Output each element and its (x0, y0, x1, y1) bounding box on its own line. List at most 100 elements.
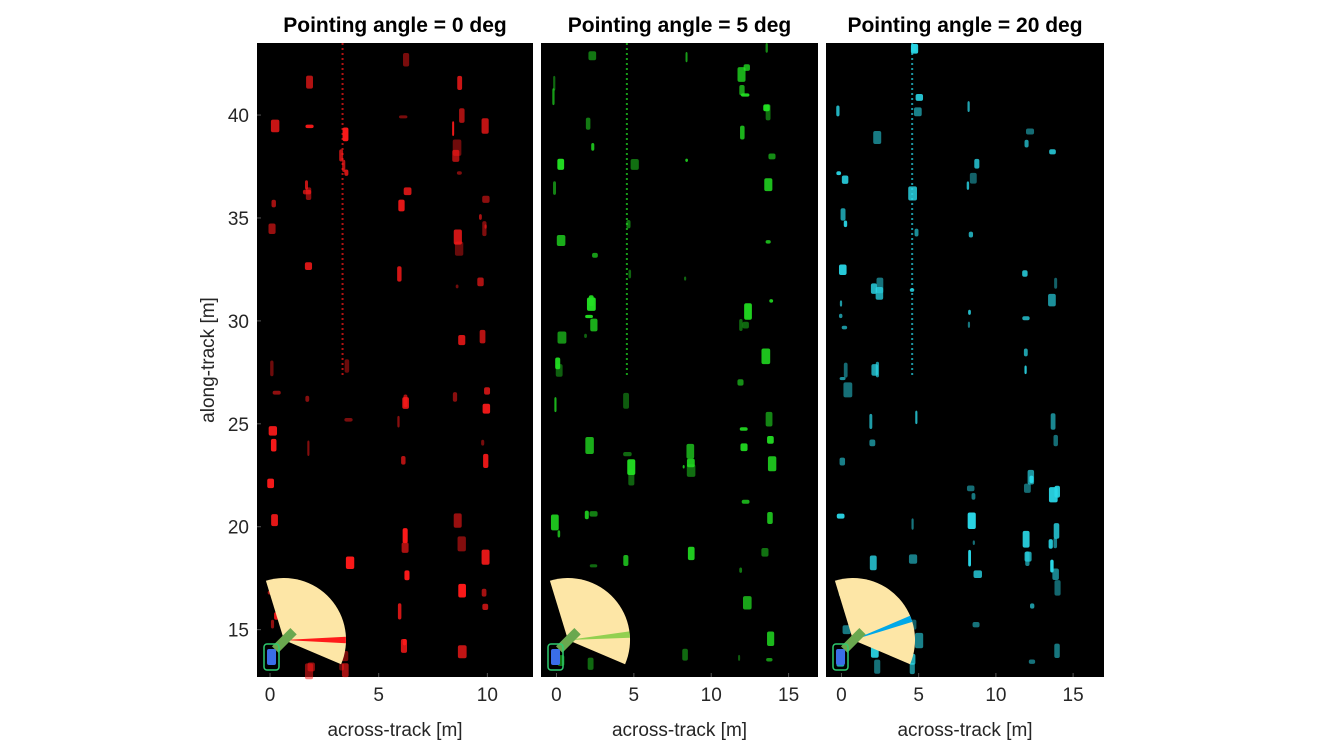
return-blob (972, 540, 975, 545)
return-blob (484, 224, 487, 229)
panel: Pointing angle = 5 deg across-track [m] 0 5… (541, 14, 818, 741)
return-blob (738, 654, 741, 661)
return-blob (452, 121, 455, 136)
return-blob (1022, 316, 1030, 321)
return-blob (398, 199, 405, 212)
return-blob (456, 171, 462, 175)
return-blob (686, 458, 695, 468)
return-blob (270, 119, 280, 133)
return-blob (397, 415, 400, 428)
return-blob (628, 269, 632, 279)
return-blob (1028, 659, 1036, 664)
return-blob (972, 622, 980, 628)
y-tick-label: 30 (228, 312, 249, 333)
x-tick-label: 5 (629, 685, 640, 706)
return-blob (1050, 413, 1056, 430)
y-tick-label: 25 (228, 415, 249, 436)
return-blob (302, 189, 312, 195)
return-blob (1052, 568, 1059, 581)
return-blob (971, 493, 976, 500)
return-blob (765, 240, 771, 244)
return-blob (400, 638, 408, 653)
return-blob (267, 478, 275, 489)
return-blob (1029, 475, 1034, 484)
x-tick-label: 10 (985, 685, 1006, 706)
image-background (541, 43, 818, 677)
return-blob (744, 303, 752, 320)
return-blob (550, 514, 559, 531)
return-blob (482, 603, 489, 611)
return-blob (623, 554, 629, 566)
return-blob (911, 518, 914, 530)
return-blob (271, 514, 278, 527)
return-blob (481, 549, 490, 565)
car-box (263, 643, 280, 671)
return-blob (869, 439, 876, 447)
return-blob (553, 75, 556, 91)
return-blob (627, 459, 636, 476)
return-blob (974, 158, 980, 169)
return-blob (270, 619, 275, 629)
return-blob (686, 443, 695, 459)
return-blob (1054, 643, 1060, 659)
return-blob (552, 88, 555, 106)
return-blob (687, 546, 695, 561)
car (836, 649, 845, 665)
return-blob (1025, 551, 1030, 566)
return-blob (686, 464, 696, 477)
x-tick-label: 15 (778, 685, 799, 706)
return-blob (765, 411, 773, 427)
return-blob (1022, 530, 1030, 548)
x-tick-label: 0 (265, 685, 276, 706)
return-blob (403, 394, 408, 408)
return-blob (557, 158, 565, 170)
return-blob (584, 510, 589, 520)
return-blob (836, 513, 845, 519)
return-blob (842, 625, 851, 635)
return-blob (588, 51, 597, 61)
x-tick-label: 10 (701, 685, 722, 706)
x-tick-label: 0 (836, 685, 847, 706)
return-blob (766, 658, 773, 662)
return-blob (457, 645, 467, 659)
car (267, 649, 276, 665)
return-blob (914, 228, 919, 237)
return-blob (339, 663, 345, 671)
return-blob (875, 286, 884, 300)
return-blob (401, 542, 409, 553)
panels: Pointing angle = 0 deg across-track [m] al… (198, 14, 1104, 741)
return-blob (591, 142, 595, 151)
return-blob (765, 43, 768, 53)
return-blob (740, 125, 745, 140)
return-blob (305, 124, 314, 129)
return-blob (585, 117, 591, 130)
return-blob (839, 300, 843, 307)
return-blob (741, 499, 750, 504)
x-tick-label: 0 (551, 685, 562, 706)
return-blob (590, 318, 598, 332)
return-blob (685, 158, 688, 162)
antenna (840, 627, 866, 653)
return-blob (838, 264, 847, 276)
inset (263, 577, 347, 671)
return-blob (765, 104, 771, 121)
return-blob (682, 464, 685, 469)
return-blob (305, 395, 310, 402)
return-blob (586, 297, 596, 311)
return-blob (1054, 580, 1061, 596)
return-blob (556, 235, 566, 247)
return-blob (1048, 487, 1058, 503)
return-blob (767, 631, 775, 646)
return-blob (557, 530, 561, 538)
return-blob (1026, 128, 1035, 135)
beam (853, 615, 913, 640)
return-blob (764, 178, 773, 192)
return-blob (587, 657, 594, 670)
return-blob (1048, 293, 1056, 307)
return-blob (306, 75, 313, 89)
return-blob (1053, 434, 1058, 447)
return-blob (1053, 523, 1060, 539)
return-blob (761, 348, 771, 365)
return-blob (272, 390, 281, 395)
return-blob (763, 104, 770, 112)
